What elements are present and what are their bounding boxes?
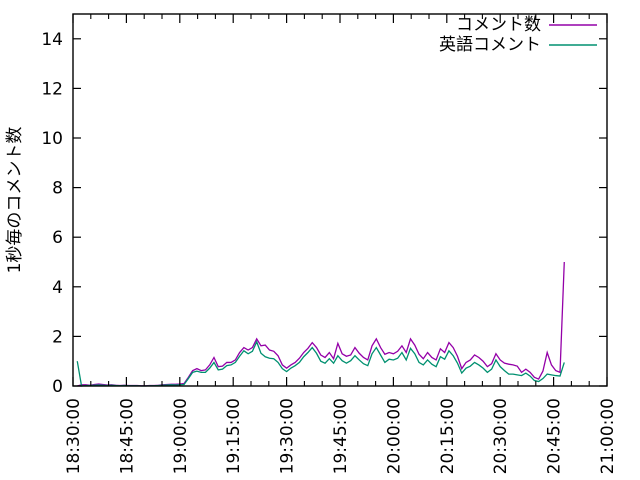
y-axis-label: 1秒毎のコメント数 [5, 127, 25, 274]
x-tick-label: 19:45:00 [331, 398, 351, 474]
x-tick-label: 20:45:00 [545, 398, 565, 474]
x-tick-label: 21:00:00 [598, 398, 618, 474]
y-tick-label: 2 [52, 327, 63, 347]
y-tick-label: 6 [52, 228, 63, 248]
x-tick-label: 20:15:00 [438, 398, 458, 474]
x-tick-label: 19:00:00 [171, 398, 191, 474]
x-tick-label: 19:15:00 [224, 398, 244, 474]
y-tick-label: 0 [52, 377, 63, 397]
legend-label-english-comment: 英語コメント [439, 35, 541, 55]
x-tick-label: 20:00:00 [384, 398, 404, 474]
legend-label-comment-count: コメント数 [456, 15, 541, 35]
y-axis-ticks: 0 2 4 6 8 10 12 14 [41, 30, 607, 397]
y-tick-label: 4 [52, 278, 63, 298]
y-tick-label: 8 [52, 179, 63, 199]
y-tick-label: 12 [41, 79, 63, 99]
x-tick-label: 19:30:00 [278, 398, 298, 474]
plot-background [73, 14, 607, 386]
x-tick-label: 18:45:00 [117, 398, 137, 474]
x-axis-ticks: 18:30:00 18:45:00 19:00:00 19:15:00 19:30:00… [64, 14, 618, 474]
x-tick-label: 18:30:00 [64, 398, 84, 474]
y-axis-title: 1秒毎のコメント数 [5, 127, 25, 274]
y-tick-label: 10 [41, 129, 63, 149]
y-tick-label: 14 [41, 30, 63, 50]
x-tick-label: 20:30:00 [491, 398, 511, 474]
